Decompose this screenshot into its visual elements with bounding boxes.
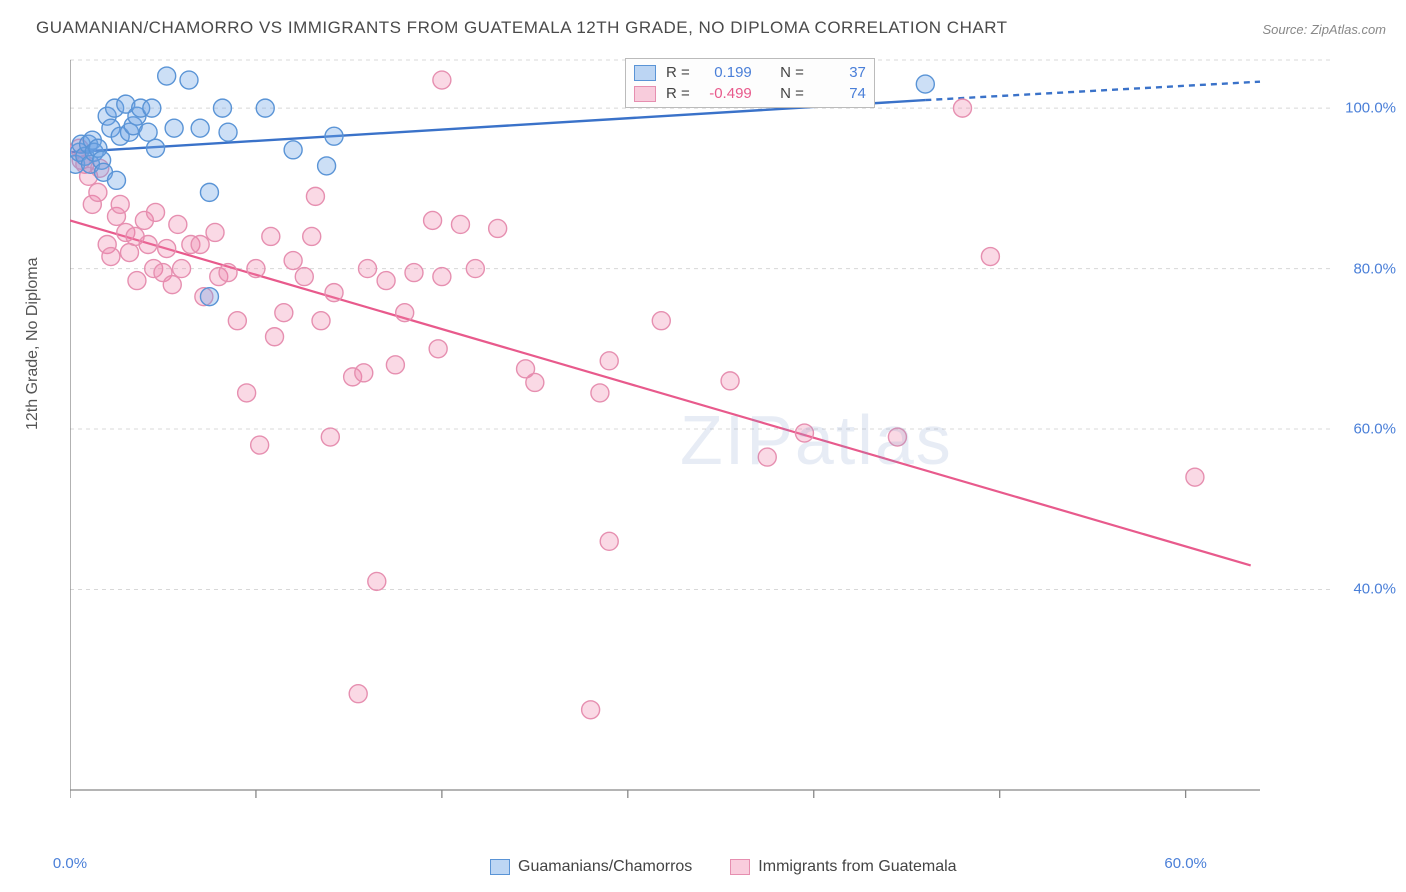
chart-plot-area: [70, 50, 1330, 820]
y-tick-label: 60.0%: [1353, 421, 1396, 438]
chart-title: GUAMANIAN/CHAMORRO VS IMMIGRANTS FROM GU…: [36, 18, 1008, 38]
legend-item: Guamanians/Chamorros: [490, 858, 692, 876]
r-value: -0.499: [700, 85, 752, 102]
r-value: 0.199: [700, 64, 752, 81]
y-tick-label: 100.0%: [1345, 100, 1396, 117]
source-attribution: Source: ZipAtlas.com: [1262, 22, 1386, 37]
stats-row: R = 0.199 N = 37: [634, 62, 866, 83]
stats-row: R = -0.499 N = 74: [634, 83, 866, 104]
legend-label: Guamanians/Chamorros: [518, 858, 692, 876]
stats-swatch-icon: [634, 86, 656, 102]
r-label: R =: [666, 85, 690, 102]
n-label: N =: [780, 85, 804, 102]
x-tick-label: 0.0%: [53, 855, 87, 872]
legend-item: Immigrants from Guatemala: [730, 858, 956, 876]
y-tick-label: 80.0%: [1353, 260, 1396, 277]
y-axis-label: 12th Grade, No Diploma: [24, 257, 42, 430]
y-tick-label: 40.0%: [1353, 581, 1396, 598]
r-label: R =: [666, 64, 690, 81]
n-label: N =: [780, 64, 804, 81]
stats-swatch-icon: [634, 65, 656, 81]
legend-label: Immigrants from Guatemala: [758, 858, 956, 876]
legend-swatch-icon: [490, 859, 510, 875]
n-value: 37: [814, 64, 866, 81]
legend-swatch-icon: [730, 859, 750, 875]
chart-legend: Guamanians/Chamorros Immigrants from Gua…: [490, 858, 957, 876]
correlation-stats-box: R = 0.199 N = 37 R = -0.499 N = 74: [625, 58, 875, 108]
scatter-plot-svg: [70, 50, 1330, 820]
n-value: 74: [814, 85, 866, 102]
x-tick-label: 60.0%: [1164, 855, 1207, 872]
